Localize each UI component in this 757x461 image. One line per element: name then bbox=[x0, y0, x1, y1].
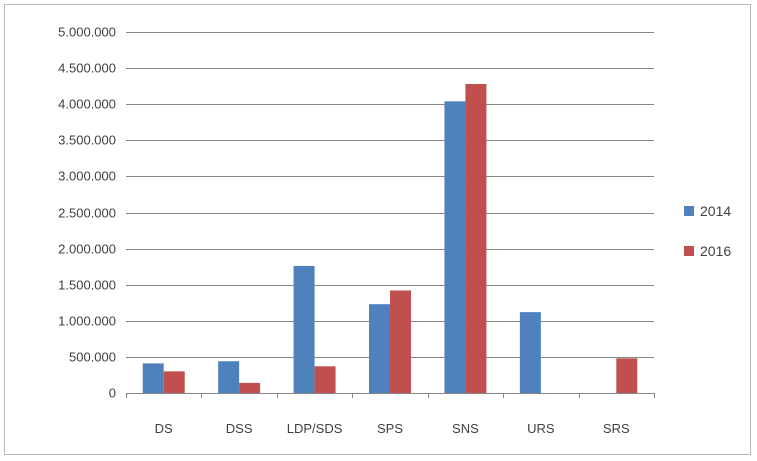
legend-swatch bbox=[684, 246, 694, 256]
y-tick-label: 4.500.000 bbox=[58, 61, 116, 76]
legend: 2014 2016 bbox=[684, 203, 731, 259]
bar-2014-sps bbox=[369, 304, 390, 393]
legend-label: 2016 bbox=[700, 243, 731, 259]
x-category-label: SNS bbox=[452, 421, 479, 436]
bar-2014-ldp-sds bbox=[293, 265, 315, 393]
x-category-label: SRS bbox=[603, 421, 630, 436]
bar-2016-dss bbox=[239, 382, 261, 393]
y-tick-label: 2.500.000 bbox=[58, 206, 116, 221]
x-axis-category-labels: DS DSS LDP/SDS SPS SNS URS SRS bbox=[155, 421, 630, 436]
bar-2016-ldp-sds bbox=[314, 366, 336, 393]
x-category-label: LDP/SDS bbox=[287, 421, 343, 436]
y-tick-label: 4.000.000 bbox=[58, 97, 116, 112]
y-tick-label: 500.000 bbox=[69, 350, 116, 365]
x-category-label: DSS bbox=[226, 421, 253, 436]
y-tick-label: 0 bbox=[109, 386, 116, 401]
bar-2016-ds bbox=[163, 371, 185, 393]
legend-swatch bbox=[684, 206, 694, 216]
bar-2014-sns bbox=[444, 101, 466, 393]
y-tick-label: 2.000.000 bbox=[58, 242, 116, 257]
x-axis-ticks bbox=[126, 393, 655, 398]
gridlines bbox=[126, 32, 654, 358]
x-category-label: URS bbox=[527, 421, 555, 436]
bar-2016-sps bbox=[390, 290, 411, 393]
x-category-label: DS bbox=[155, 421, 173, 436]
bar-2016-srs bbox=[616, 358, 638, 393]
y-tick-label: 5.000.000 bbox=[58, 25, 116, 40]
bar-2016-sns bbox=[465, 83, 487, 393]
x-category-label: SPS bbox=[377, 421, 403, 436]
bar-2014-ds bbox=[142, 363, 164, 393]
bar-2014-dss bbox=[218, 361, 240, 393]
bars bbox=[142, 83, 638, 393]
y-tick-label: 1.500.000 bbox=[58, 278, 116, 293]
y-tick-label: 3.000.000 bbox=[58, 169, 116, 184]
y-tick-label: 1.000.000 bbox=[58, 314, 116, 329]
bar-2014-urs bbox=[519, 312, 541, 393]
y-tick-label: 3.500.000 bbox=[58, 133, 116, 148]
legend-label: 2014 bbox=[700, 203, 731, 219]
y-axis-tick-labels: 0 500.000 1.000.000 1.500.000 2.000.000 2.500… bbox=[58, 25, 116, 401]
